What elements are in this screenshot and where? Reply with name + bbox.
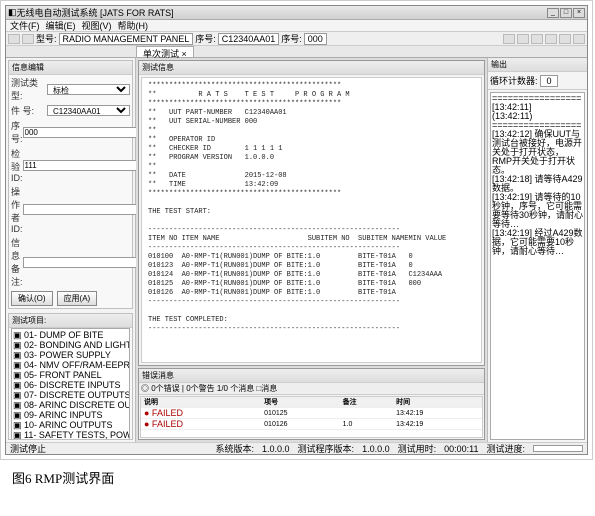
time-val: 00:00:11 bbox=[444, 444, 478, 454]
window-controls: _ □ × bbox=[547, 8, 585, 18]
toolbar-uut-label: 型号: bbox=[36, 32, 57, 45]
info-panel: 信息编辑 测试类型:标检 件 号:C12340AA01 序 号: 检 验 ID:… bbox=[8, 60, 133, 309]
error-col: 说明 bbox=[141, 397, 261, 408]
error-row[interactable]: ● FAILED0101261.013:42:19 bbox=[141, 419, 482, 430]
menu-view[interactable]: 视图(V) bbox=[82, 19, 112, 32]
tool-icon[interactable] bbox=[8, 34, 20, 44]
type-select[interactable]: 标检 bbox=[47, 84, 130, 95]
status-text: 测试停止 bbox=[10, 442, 208, 455]
list-item[interactable]: ▣ 04- NMV OFF/RAM-EEPROM BITE-FLASHPROM bbox=[13, 360, 128, 370]
log-line: [13:42:12] 确保UUT与测试台被接好，电源开关处于打开状态，RMP开关… bbox=[492, 130, 583, 175]
chk-label: 操作者ID: bbox=[11, 185, 23, 234]
sn-input[interactable] bbox=[23, 127, 137, 138]
info-panel-title: 信息编辑 bbox=[9, 61, 132, 75]
sys-ver-label: 系统版本: bbox=[216, 442, 255, 455]
app-icon: ◧ bbox=[8, 7, 17, 18]
list-item[interactable]: ▣ 05- FRONT PANEL bbox=[13, 370, 128, 380]
body: 信息编辑 测试类型:标检 件 号:C12340AA01 序 号: 检 验 ID:… bbox=[6, 58, 587, 442]
confirm-button[interactable]: 确认(O) bbox=[11, 291, 53, 306]
type-label: 测试类型: bbox=[11, 76, 47, 102]
list-item[interactable]: ▣ 08- ARINC DISCRETE OUTPUTS, CLOCK bbox=[13, 400, 128, 410]
loop-label: 循环计数器: bbox=[490, 76, 538, 86]
list-item[interactable]: ▣ 11- SAFETY TESTS, POWER DISRUPTIONS bbox=[13, 430, 128, 440]
log-line: [13:42:19] 请等待的10秒钟，序号，它可能需要等待30秒钟，请耐心等待… bbox=[492, 193, 583, 229]
time-label: 测试用时: bbox=[398, 442, 437, 455]
chk-input[interactable] bbox=[23, 204, 137, 215]
tool-icon[interactable] bbox=[517, 34, 529, 44]
tool-icon[interactable] bbox=[503, 34, 515, 44]
figure-frame: ◧ 无线电自动测试系统 [JATS FOR RATS] _ □ × 文件(F) … bbox=[0, 0, 593, 460]
prog-ver-label: 测试程序版本: bbox=[298, 442, 355, 455]
log-output: =================[13:42:11](13:42:11)===… bbox=[490, 92, 585, 440]
error-panel: 错误消息 ◎ 0个错误 | 0个警告 1/0 个消息 □消息 说明项号备注时间●… bbox=[138, 368, 485, 440]
error-row[interactable]: ● FAILED01012513:42:19 bbox=[141, 408, 482, 419]
toolbar: 型号: RADIO MANAGEMENT PANEL 序号: C12340AA0… bbox=[6, 32, 587, 46]
list-item[interactable]: ▣ 01- DUMP OF BITE bbox=[13, 330, 128, 340]
loop-counter: 循环计数器: 0 bbox=[488, 72, 587, 90]
op-label: 检 验 ID: bbox=[11, 147, 23, 183]
left-sidebar: 信息编辑 测试类型:标检 件 号:C12340AA01 序 号: 检 验 ID:… bbox=[6, 58, 136, 442]
center-area: 测试信息 ***********************************… bbox=[136, 58, 487, 442]
test-listbox[interactable]: ▣ 01- DUMP OF BITE▣ 02- BONDING AND LIGH… bbox=[11, 328, 130, 440]
prog-ver: 1.0.0.0 bbox=[362, 444, 390, 454]
list-item[interactable]: ▣ 09- ARINC INPUTS bbox=[13, 410, 128, 420]
error-table: 说明项号备注时间● FAILED01012513:42:19● FAILED01… bbox=[140, 396, 483, 438]
list-item[interactable]: ▣ 07- DISCRETE OUTPUTS bbox=[13, 390, 128, 400]
error-panel-title: 错误消息 bbox=[139, 369, 484, 383]
report-panel: 测试信息 ***********************************… bbox=[138, 60, 485, 366]
testlist-panel: 测试项目: ▣ 01- DUMP OF BITE▣ 02- BONDING AN… bbox=[8, 313, 133, 440]
op-input[interactable] bbox=[23, 160, 137, 171]
window-title: 无线电自动测试系统 [JATS FOR RATS] bbox=[17, 6, 547, 19]
menu-edit[interactable]: 编辑(E) bbox=[46, 19, 76, 32]
right-sidebar: 输出 循环计数器: 0 =================[13:42:11](… bbox=[487, 58, 587, 442]
close-button[interactable]: × bbox=[573, 8, 585, 18]
progress-label: 测试进度: bbox=[486, 442, 525, 455]
loop-value: 0 bbox=[540, 75, 558, 87]
tool-icon[interactable] bbox=[545, 34, 557, 44]
note-input[interactable] bbox=[23, 257, 137, 268]
status-bar: 测试停止 系统版本: 1.0.0.0 测试程序版本: 1.0.0.0 测试用时: 00… bbox=[6, 442, 587, 454]
tab-single-test[interactable]: 单次测试 × bbox=[136, 46, 194, 57]
menu-bar: 文件(F) 编辑(E) 视图(V) 帮助(H) bbox=[6, 20, 587, 32]
error-col: 项号 bbox=[261, 397, 339, 408]
tab-strip: 单次测试 × bbox=[6, 46, 587, 58]
title-bar: ◧ 无线电自动测试系统 [JATS FOR RATS] _ □ × bbox=[6, 6, 587, 20]
apply-button[interactable]: 应用(A) bbox=[57, 291, 98, 306]
sn-label: 序 号: bbox=[11, 119, 23, 145]
error-col: 备注 bbox=[340, 397, 393, 408]
list-item[interactable]: ▣ 06- DISCRETE INPUTS bbox=[13, 380, 128, 390]
toolbar-pn-value: 000 bbox=[304, 33, 327, 45]
toolbar-sn-value: C12340AA01 bbox=[218, 33, 280, 45]
figure-caption: 图6 RMP测试界面 bbox=[12, 468, 595, 487]
log-line: [13:42:18] 请等待A429数据。 bbox=[492, 175, 583, 193]
minimize-button[interactable]: _ bbox=[547, 8, 559, 18]
testlist-title: 测试项目: bbox=[9, 314, 132, 328]
list-item[interactable]: ▣ 03- POWER SUPPLY bbox=[13, 350, 128, 360]
tool-icon[interactable] bbox=[573, 34, 585, 44]
tool-icon[interactable] bbox=[22, 34, 34, 44]
pn-select[interactable]: C12340AA01 bbox=[47, 105, 130, 116]
report-body: ****************************************… bbox=[141, 77, 482, 363]
pn-label: 件 号: bbox=[11, 104, 47, 117]
toolbar-uut-value: RADIO MANAGEMENT PANEL bbox=[59, 33, 194, 45]
list-item[interactable]: ▣ 10- ARINC OUTPUTS bbox=[13, 420, 128, 430]
menu-file[interactable]: 文件(F) bbox=[10, 19, 40, 32]
output-panel-title: 输出 bbox=[488, 58, 587, 72]
toolbar-pn-label: 序号: bbox=[281, 32, 302, 45]
maximize-button[interactable]: □ bbox=[560, 8, 572, 18]
error-toolbar: ◎ 0个错误 | 0个警告 1/0 个消息 □消息 bbox=[139, 383, 484, 395]
progress-bar bbox=[533, 445, 583, 452]
menu-help[interactable]: 帮助(H) bbox=[118, 19, 149, 32]
report-panel-title: 测试信息 bbox=[139, 61, 484, 75]
main-window: ◧ 无线电自动测试系统 [JATS FOR RATS] _ □ × 文件(F) … bbox=[5, 5, 588, 455]
tool-icon[interactable] bbox=[559, 34, 571, 44]
sys-ver: 1.0.0.0 bbox=[262, 444, 290, 454]
toolbar-sn-label: 序号: bbox=[195, 32, 216, 45]
list-item[interactable]: ▣ 02- BONDING AND LIGHTNING PROTECTION bbox=[13, 340, 128, 350]
note-label: 信息备注: bbox=[11, 236, 23, 288]
log-line: [13:42:19] 经过A429数据，它可能需要10秒钟，请耐心等待… bbox=[492, 229, 583, 256]
error-col: 时间 bbox=[393, 397, 482, 408]
tool-icon[interactable] bbox=[531, 34, 543, 44]
